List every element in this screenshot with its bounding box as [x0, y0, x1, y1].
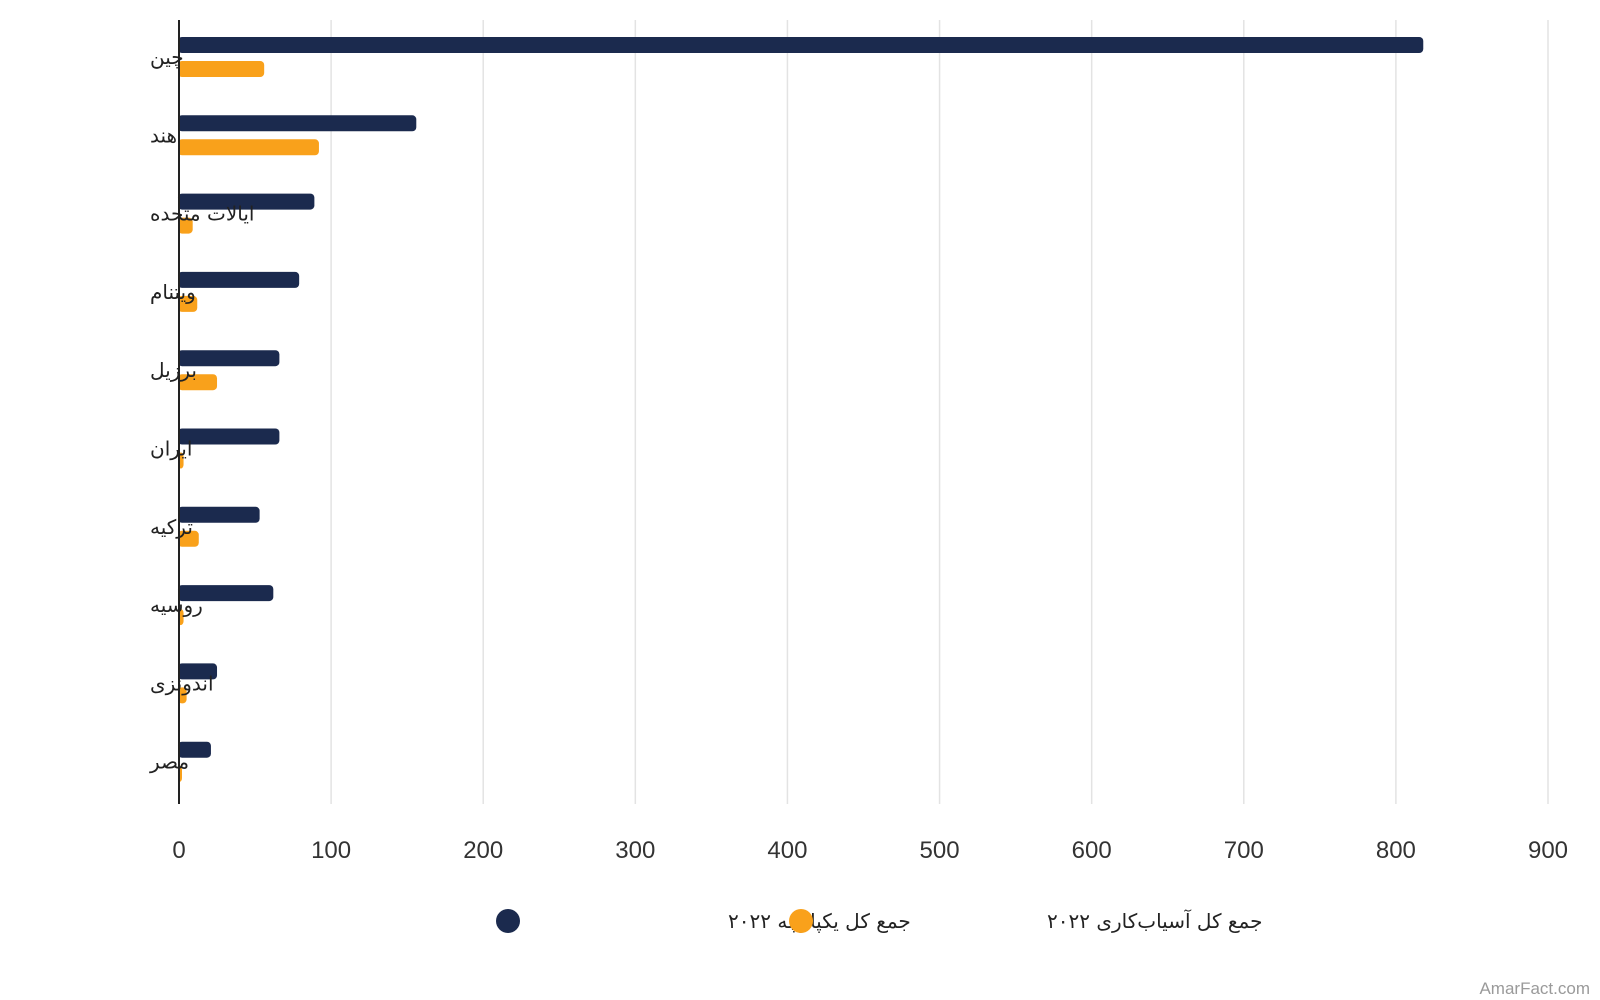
bar-integrated [178, 115, 417, 132]
bar-integrated [178, 193, 315, 210]
bar-milling [178, 687, 187, 704]
y-category-label: اندونزی [150, 671, 214, 695]
bar-milling [178, 217, 193, 234]
y-category-label: هند [150, 123, 177, 147]
watermark-text: AmarFact.com [1479, 979, 1590, 998]
legend-label: جمع کل آسیاب‌کاری ۲۰۲۲ [1047, 908, 1262, 933]
x-tick-label: 800 [1376, 837, 1416, 864]
legend-marker [789, 909, 813, 933]
bar-integrated [178, 741, 211, 758]
x-tick-label: 400 [767, 837, 807, 864]
bar-integrated [178, 428, 280, 445]
bar-integrated [178, 350, 280, 367]
legend-marker [496, 909, 520, 933]
bar-milling [178, 374, 218, 391]
bar-integrated [178, 506, 260, 523]
y-category-label: ایران [150, 437, 192, 461]
bar-milling [178, 61, 265, 77]
legend-label: جمع کل یکپارچه ۲۰۲۲ [728, 909, 911, 934]
x-tick-label: 500 [920, 837, 960, 864]
y-category-label: ترکیه [150, 515, 193, 539]
bar-integrated [178, 585, 274, 602]
gridlines [330, 20, 1549, 804]
bar-integrated [178, 37, 1424, 53]
x-tick-label: 600 [1072, 837, 1112, 864]
legend: جمع کل یکپارچه ۲۰۲۲ جمع کل آسیاب‌کاری ۲۰۲… [496, 908, 1262, 934]
x-tick-label: 900 [1528, 837, 1568, 864]
y-category-label: ایالات متحده [150, 202, 254, 226]
x-tick-label: 700 [1224, 837, 1264, 864]
y-category-label: برزیل [150, 358, 197, 382]
bar-milling [178, 295, 198, 312]
bar-integrated [178, 663, 218, 680]
axes: 0 100 200 300 400 500 600 700 800 900چینهندایالات… [149, 20, 1568, 864]
bar-milling [178, 139, 319, 156]
y-category-label: ویتنام [150, 280, 196, 304]
y-category-label: روسیه [150, 593, 203, 617]
bar-milling [178, 530, 199, 547]
bar-integrated [178, 271, 300, 288]
y-category-label: مصر [149, 750, 189, 774]
bars [178, 37, 1424, 782]
x-tick-label: 200 [463, 837, 503, 864]
x-tick-label: 300 [615, 837, 655, 864]
x-tick-label: 100 [311, 837, 351, 864]
x-tick-label: 0 [172, 837, 185, 864]
